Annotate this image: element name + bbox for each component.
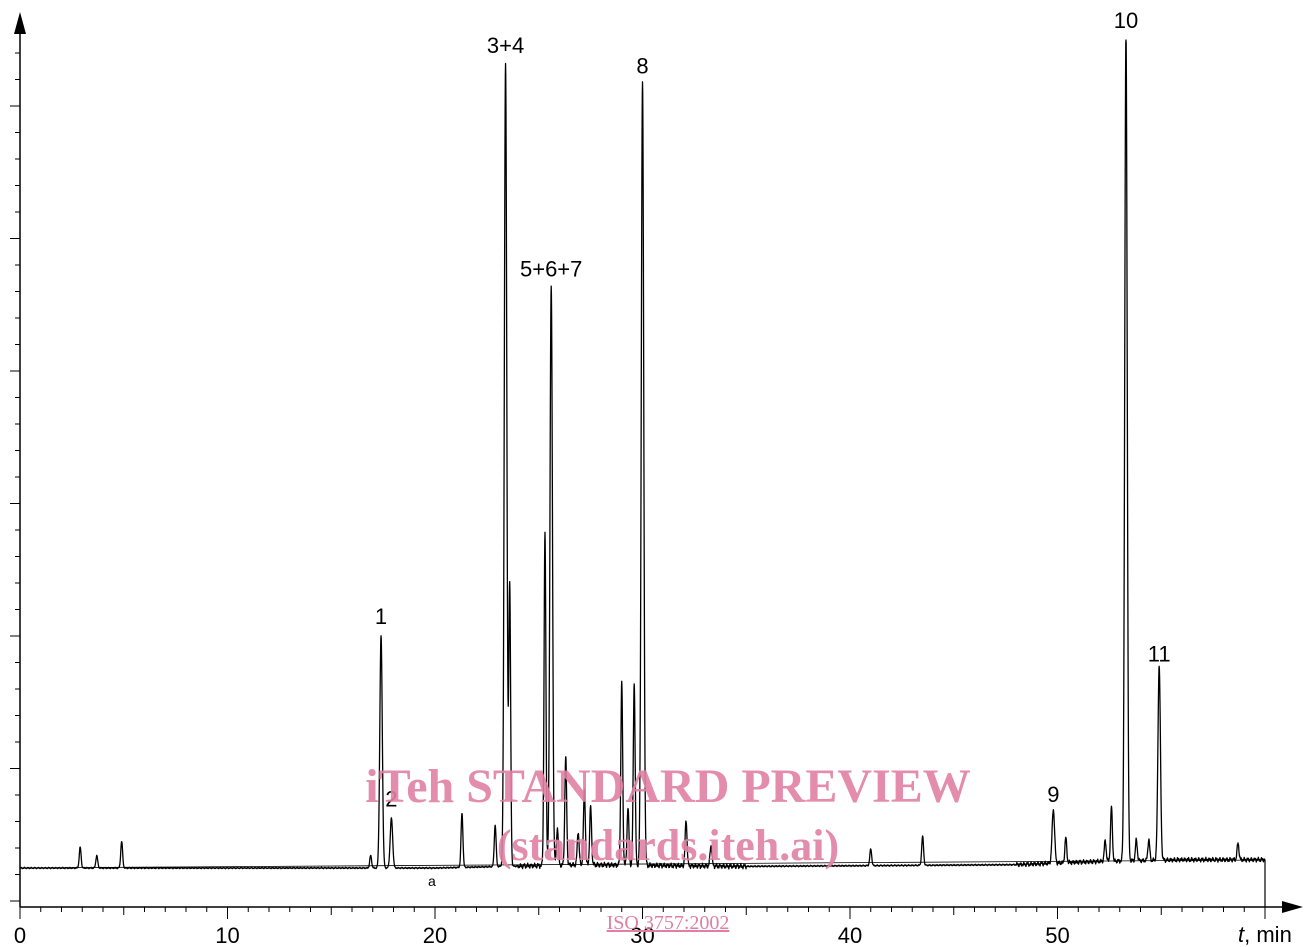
y-axis-arrow [14, 12, 26, 34]
peak-label: 10 [1114, 8, 1138, 33]
trace-layer [19, 39, 1266, 870]
watermark-subtitle: (standards.iteh.ai) [497, 821, 839, 870]
peak-label: 5+6+7 [520, 256, 582, 281]
peak-label: 8 [636, 54, 648, 79]
x-axis-variable: t [1238, 922, 1245, 947]
peak-label: 1 [375, 604, 387, 629]
peak-label: 3+4 [487, 33, 524, 58]
watermark-title: iTeh STANDARD PREVIEW [365, 760, 970, 813]
baseline-reference-line [19, 859, 1266, 869]
x-tick-label: 20 [423, 923, 447, 947]
x-axis-unit: , min [1244, 922, 1292, 947]
peak-label: 9 [1047, 782, 1059, 807]
x-axis-arrow [1282, 901, 1303, 913]
x-tick-label: 50 [1045, 923, 1069, 947]
x-tick-label: 40 [838, 923, 862, 947]
peak-label: 2 [385, 786, 397, 811]
x-tick-label: 0 [14, 923, 26, 947]
x-tick-label: 30 [630, 923, 654, 947]
x-axis-label: t, min [1238, 922, 1292, 947]
axes: 0 10 20 30 40 50 [10, 12, 1303, 947]
labels-layer: 1 2 3+4 5+6+7 8 9 10 11 [375, 8, 1171, 811]
peak-label: 11 [1148, 641, 1171, 666]
x-tick-label: 10 [215, 923, 239, 947]
baseline-marker-label: a [428, 873, 436, 889]
watermark-standard-link[interactable]: ISO 3757:2002 [607, 912, 730, 934]
chromatogram-trace [19, 39, 1266, 870]
